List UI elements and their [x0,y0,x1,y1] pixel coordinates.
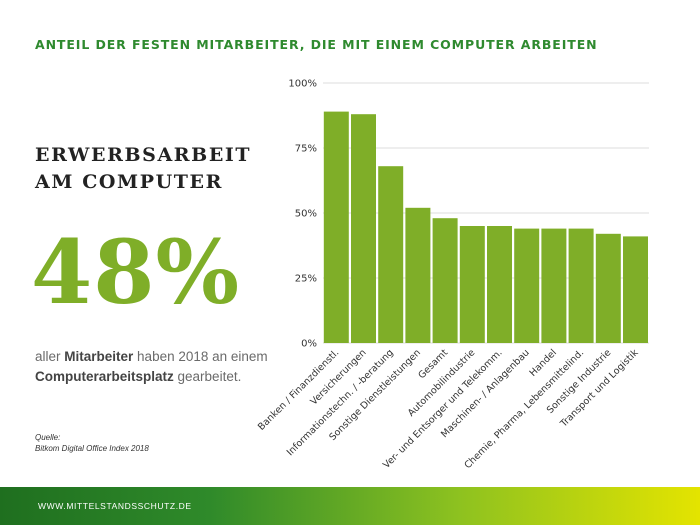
page-title: ANTEIL DER FESTEN MITARBEITER, DIE MIT E… [35,37,598,52]
source-note: Quelle: Bitkom Digital Office Index 2018 [35,432,149,454]
y-tick-label: 75% [295,144,317,155]
y-tick-label: 100% [288,79,317,90]
bar [541,228,567,343]
description-part-1: aller [35,349,65,364]
description-bold-2: Computerarbeitsplatz [35,369,174,384]
footer-bar: WWW.MITTELSTANDSSCHUTZ.DE [0,487,700,525]
y-tick-label: 25% [295,274,317,285]
x-category-label: Informationstechn. / -beratung [285,347,396,458]
y-tick-label: 50% [295,209,317,220]
bar [623,236,648,343]
bar [595,233,621,343]
description-part-3: gearbeitet. [173,369,242,384]
bar [378,166,404,343]
bar [568,228,594,343]
bar [405,207,431,343]
bar [351,114,376,343]
y-tick-label: 0% [301,339,317,350]
description-text: aller Mitarbeiter haben 2018 an einem Co… [35,347,285,387]
headline-line-1: ERWERBSARBEIT [35,144,252,166]
bar-chart: 0%25%50%75%100%Banken / Finanzdienstl.Ve… [256,79,649,471]
footer-url[interactable]: WWW.MITTELSTANDSSCHUTZ.DE [38,501,192,511]
bar [459,226,485,343]
description-bold-1: Mitarbeiter [64,349,134,364]
bar [487,226,512,343]
big-stat-value: 48% [31,220,241,324]
bar [514,228,540,343]
bar [323,111,349,343]
headline-line-2: AM COMPUTER [35,171,223,193]
description-part-2: haben 2018 an einem [133,349,268,364]
headline: ERWERBSARBEIT AM COMPUTER [35,142,285,196]
bar [432,218,458,343]
source-text: Bitkom Digital Office Index 2018 [35,444,149,453]
source-label: Quelle: [35,433,61,442]
